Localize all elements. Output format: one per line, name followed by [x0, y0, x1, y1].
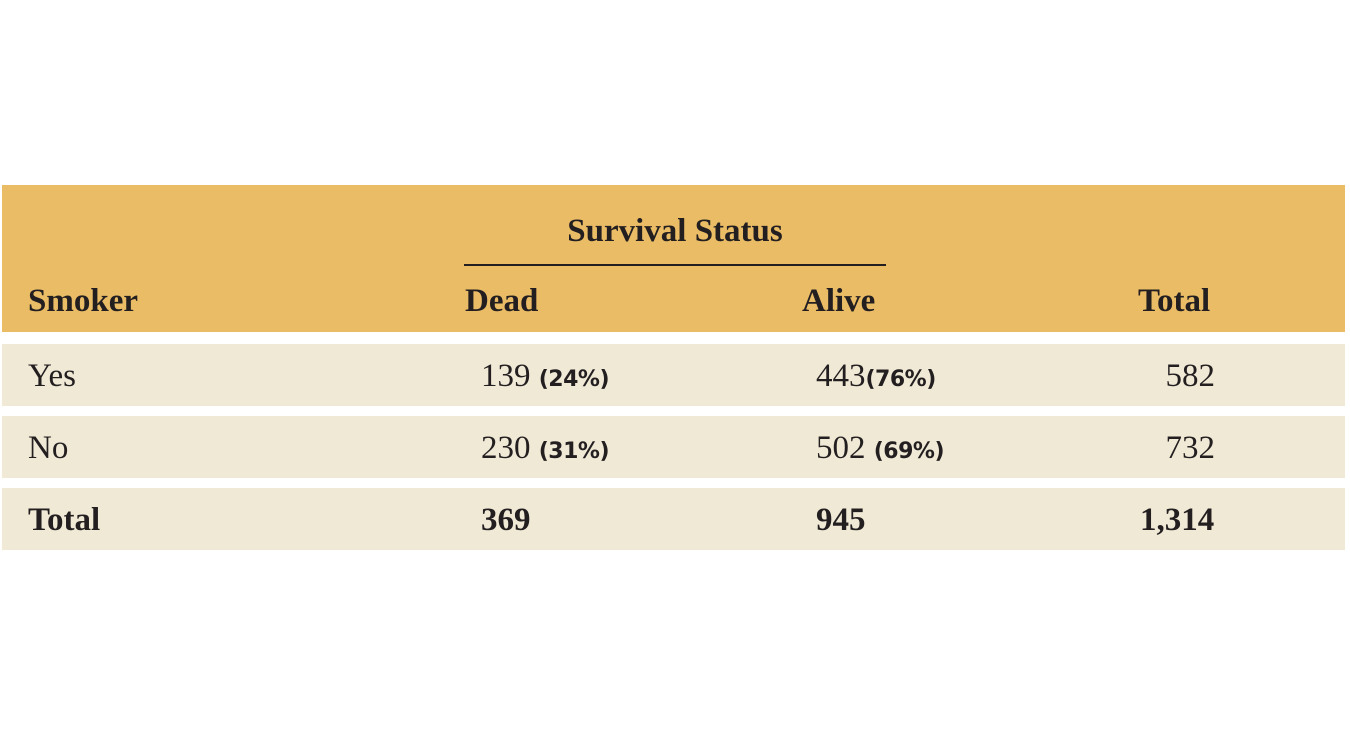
table-row-no: No 230 (31%) 502 (69%) 732: [2, 416, 1345, 478]
alive-count: 443: [816, 358, 866, 394]
alive-percent: (76%): [865, 367, 937, 392]
table-row-total: Total 369 945 1,314: [2, 488, 1345, 550]
table-row-yes: Yes 139 (24%) 443(76%) 582: [2, 344, 1345, 406]
alive-count: 502: [816, 430, 866, 466]
alive-cell: 502 (69%): [816, 428, 945, 472]
total-alive: 945: [816, 502, 866, 538]
dead-percent: (31%): [538, 439, 610, 464]
column-header-alive: Alive: [802, 283, 876, 319]
column-header-smoker: Smoker: [28, 283, 138, 319]
group-header-rule: [464, 264, 886, 266]
row-label: Yes: [28, 358, 77, 394]
dead-cell: 139 (24%): [481, 356, 610, 400]
survival-status-header: Survival Status: [567, 213, 783, 249]
row-label: No: [28, 430, 69, 466]
dead-cell: 230 (31%): [481, 428, 610, 472]
contingency-table: Survival Status Smoker Dead Alive Total …: [2, 185, 1345, 550]
row-total: 732: [1165, 430, 1216, 466]
column-header-total: Total: [1138, 283, 1211, 319]
dead-percent: (24%): [538, 367, 610, 392]
row-total: 582: [1165, 358, 1216, 394]
total-dead: 369: [481, 502, 531, 538]
column-header-dead: Dead: [465, 283, 539, 319]
total-row-label: Total: [28, 502, 101, 538]
dead-count: 139: [481, 358, 531, 394]
dead-count: 230: [481, 430, 531, 466]
grand-total: 1,314: [1140, 502, 1215, 538]
table-header: Survival Status Smoker Dead Alive Total: [2, 185, 1345, 332]
alive-percent: (69%): [873, 439, 945, 464]
alive-cell: 443(76%): [816, 356, 936, 400]
